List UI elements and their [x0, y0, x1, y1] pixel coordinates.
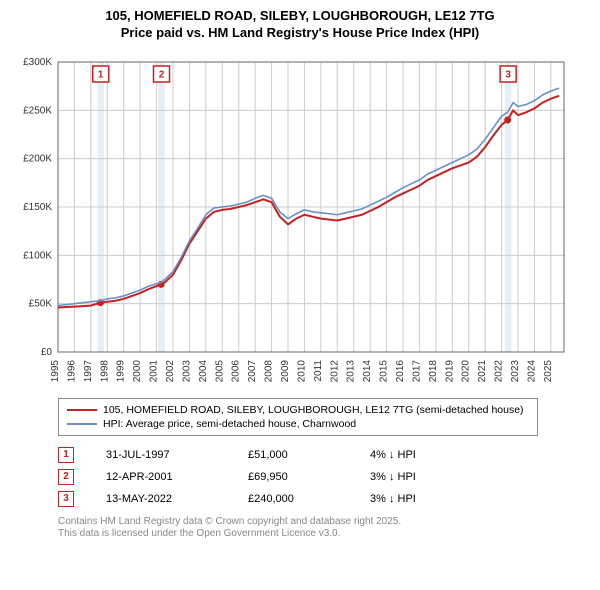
svg-text:£250K: £250K [23, 105, 52, 116]
svg-text:£300K: £300K [23, 57, 52, 68]
svg-text:2008: 2008 [264, 359, 275, 382]
svg-text:2009: 2009 [280, 359, 291, 382]
svg-text:2000: 2000 [132, 359, 143, 382]
svg-text:2023: 2023 [510, 359, 521, 382]
chart-title-block: 105, HOMEFIELD ROAD, SILEBY, LOUGHBOROUG… [8, 8, 592, 42]
table-row: 1 31-JUL-1997 £51,000 4% ↓ HPI [58, 444, 592, 466]
attribution-footnote: Contains HM Land Registry data © Crown c… [58, 516, 592, 541]
svg-text:2020: 2020 [461, 359, 472, 382]
sale-price: £69,950 [248, 471, 338, 483]
svg-text:2005: 2005 [214, 359, 225, 382]
svg-text:2015: 2015 [379, 359, 390, 382]
svg-text:£50K: £50K [29, 298, 53, 309]
legend-swatch [67, 409, 97, 411]
table-row: 2 12-APR-2001 £69,950 3% ↓ HPI [58, 466, 592, 488]
svg-text:2018: 2018 [428, 359, 439, 382]
svg-text:2011: 2011 [313, 359, 324, 381]
sales-table: 1 31-JUL-1997 £51,000 4% ↓ HPI 2 12-APR-2001 £… [58, 444, 592, 510]
legend: 105, HOMEFIELD ROAD, SILEBY, LOUGHBOROUG… [58, 398, 538, 436]
sale-vs-hpi: 3% ↓ HPI [370, 493, 460, 505]
svg-text:2022: 2022 [494, 359, 505, 382]
legend-swatch [67, 423, 97, 425]
svg-text:2017: 2017 [411, 359, 422, 382]
svg-text:2010: 2010 [296, 359, 307, 382]
svg-text:2003: 2003 [181, 359, 192, 382]
svg-text:1998: 1998 [99, 359, 110, 382]
svg-text:2021: 2021 [477, 359, 488, 382]
sale-date: 31-JUL-1997 [106, 449, 216, 461]
svg-text:2007: 2007 [247, 359, 258, 382]
legend-row: HPI: Average price, semi-detached house,… [67, 417, 529, 431]
svg-text:2014: 2014 [362, 359, 373, 382]
sale-price: £51,000 [248, 449, 338, 461]
sale-marker-icon: 3 [58, 491, 74, 507]
sale-price: £240,000 [248, 493, 338, 505]
sale-date: 12-APR-2001 [106, 471, 216, 483]
svg-text:3: 3 [505, 69, 511, 80]
svg-text:1: 1 [98, 69, 104, 80]
footnote-line-2: This data is licensed under the Open Gov… [58, 528, 592, 541]
svg-text:£200K: £200K [23, 153, 52, 164]
svg-text:2019: 2019 [444, 359, 455, 382]
svg-text:1995: 1995 [50, 359, 61, 382]
legend-label: 105, HOMEFIELD ROAD, SILEBY, LOUGHBOROUG… [103, 404, 524, 416]
svg-text:2025: 2025 [543, 359, 554, 382]
sale-marker-icon: 1 [58, 447, 74, 463]
footnote-line-1: Contains HM Land Registry data © Crown c… [58, 516, 592, 529]
svg-text:2002: 2002 [165, 359, 176, 382]
sale-vs-hpi: 3% ↓ HPI [370, 471, 460, 483]
svg-text:1997: 1997 [83, 359, 94, 382]
sale-vs-hpi: 4% ↓ HPI [370, 449, 460, 461]
svg-text:2012: 2012 [329, 359, 340, 382]
title-line-1: 105, HOMEFIELD ROAD, SILEBY, LOUGHBOROUG… [8, 8, 592, 25]
line-chart: £0 £50K £100K £150K £200K £250K £300K 1995 1996 1… [8, 52, 568, 392]
svg-text:£150K: £150K [23, 202, 52, 213]
svg-text:1996: 1996 [66, 359, 77, 382]
sale-date: 13-MAY-2022 [106, 493, 216, 505]
svg-text:2013: 2013 [346, 359, 357, 382]
chart-container: £0 £50K £100K £150K £200K £250K £300K 1995 1996 1… [8, 52, 592, 392]
sale-marker-icon: 2 [58, 469, 74, 485]
svg-text:£100K: £100K [23, 250, 52, 261]
svg-text:2004: 2004 [198, 359, 209, 382]
svg-text:2016: 2016 [395, 359, 406, 382]
svg-text:2006: 2006 [231, 359, 242, 382]
svg-text:2: 2 [159, 69, 165, 80]
svg-text:£0: £0 [41, 347, 53, 358]
table-row: 3 13-MAY-2022 £240,000 3% ↓ HPI [58, 488, 592, 510]
svg-text:1999: 1999 [116, 359, 127, 382]
svg-text:2024: 2024 [526, 359, 537, 382]
legend-label: HPI: Average price, semi-detached house,… [103, 418, 356, 430]
legend-row: 105, HOMEFIELD ROAD, SILEBY, LOUGHBOROUG… [67, 403, 529, 417]
svg-text:2001: 2001 [149, 359, 160, 382]
title-line-2: Price paid vs. HM Land Registry's House … [8, 25, 592, 42]
